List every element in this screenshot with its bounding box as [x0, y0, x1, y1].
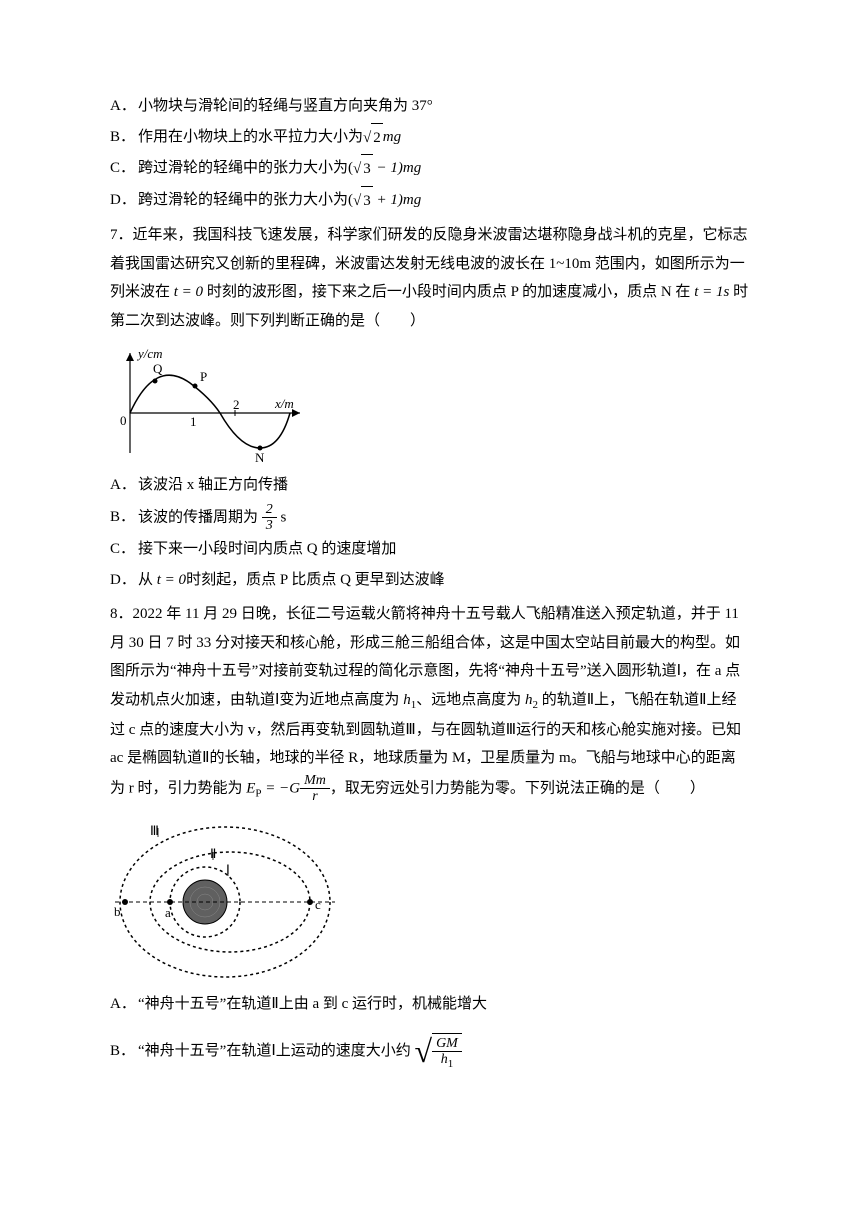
svg-text:2: 2 [233, 397, 240, 412]
svg-text:c: c [315, 897, 321, 912]
q6-option-a: A．小物块与滑轮间的轻绳与竖直方向夹角为 37° [110, 92, 750, 121]
option-text: 接下来一小段时间内质点 Q 的速度增加 [138, 541, 396, 557]
option-text: 小物块与滑轮间的轻绳与竖直方向夹角为 37° [138, 98, 433, 114]
option-label: A． [110, 92, 138, 121]
math-text: mg [403, 192, 421, 208]
option-text: 时刻起，质点 P 比质点 Q 更早到达波峰 [186, 572, 445, 588]
option-label: C． [110, 535, 138, 564]
option-label: C． [110, 154, 138, 183]
svg-text:1: 1 [190, 414, 197, 429]
q8-body: 8．2022 年 11 月 29 日晚，长征二号运载火箭将神舟十五号载人飞船精准… [110, 600, 750, 804]
q7-option-b: B．该波的传播周期为 23 s [110, 502, 750, 534]
svg-text:N: N [255, 450, 265, 463]
math-text: mg [383, 129, 401, 145]
option-label: A． [110, 990, 138, 1019]
q7-option-c: C．接下来一小段时间内质点 Q 的速度增加 [110, 535, 750, 564]
svg-text:0: 0 [120, 413, 127, 428]
fraction: Mmr [300, 773, 330, 805]
q6-option-b: B．作用在小物块上的水平拉力大小为2mg [110, 123, 750, 153]
option-text: 作用在小物块上的水平拉力大小为 [138, 129, 363, 145]
q7d-t: t = 0 [157, 572, 186, 588]
option-text: 跨过滑轮的轻绳中的张力大小为( [138, 160, 353, 176]
q7-body: 7．近年来，我国科技飞速发展，科学家们研发的反隐身米波雷达堪称隐身战斗机的克星，… [110, 221, 750, 335]
sqrt-frac: √GMh1 [415, 1021, 462, 1082]
option-text: 该波的传播周期为 [138, 509, 258, 525]
q6-option-d: D．跨过滑轮的轻绳中的张力大小为(3 + 1)mg [110, 186, 750, 216]
option-label: D． [110, 566, 138, 595]
option-label: B． [110, 1037, 138, 1066]
option-text: 从 [138, 572, 157, 588]
svg-text:a: a [165, 905, 171, 920]
sqrt-icon: 2 [363, 123, 383, 153]
math-text: mg [403, 160, 421, 176]
sqrt-icon: 3 [353, 186, 373, 216]
q8-text4: ，取无穷远处引力势能为零。下列说法正确的是（ ） [330, 780, 705, 796]
q8-orbit-figure: a b c Ⅰ Ⅱ Ⅲ [110, 812, 750, 982]
q8-option-b: B．“神舟十五号”在轨道Ⅰ上运动的速度大小约 √GMh1 [110, 1021, 750, 1082]
q8-text2: 、远地点高度为 [416, 692, 525, 708]
option-text: “神舟十五号”在轨道Ⅱ上由 a 到 c 运行时，机械能增大 [138, 996, 487, 1012]
option-label: B． [110, 123, 138, 152]
svg-text:b: b [114, 904, 121, 919]
q7-text2: 时刻的波形图，接下来之后一小段时间内质点 P 的加速度减小，质点 N 在 [203, 284, 694, 300]
option-text: 跨过滑轮的轻绳中的张力大小为( [138, 192, 353, 208]
q6-option-c: C．跨过滑轮的轻绳中的张力大小为(3 − 1)mg [110, 154, 750, 184]
svg-text:x/m: x/m [274, 396, 294, 411]
q7-wave-figure: Q P N y/cm x/m 0 1 2 [110, 343, 750, 463]
option-label: D． [110, 186, 138, 215]
q7-option-a: A．该波沿 x 轴正方向传播 [110, 471, 750, 500]
unit: s [281, 509, 287, 525]
h1: h [403, 692, 411, 708]
option-text: “神舟十五号”在轨道Ⅰ上运动的速度大小约 [138, 1043, 411, 1059]
svg-text:P: P [200, 369, 207, 384]
fraction: 23 [262, 502, 277, 534]
q7-t0: t = 0 [174, 284, 203, 300]
option-text: 该波沿 x 轴正方向传播 [138, 477, 288, 493]
q7-option-d: D．从 t = 0时刻起，质点 P 比质点 Q 更早到达波峰 [110, 566, 750, 595]
q7-t1: t = 1s [694, 284, 729, 300]
svg-text:Q: Q [153, 361, 163, 376]
sqrt-icon: 3 [353, 154, 373, 184]
option-label: B． [110, 503, 138, 532]
svg-text:y/cm: y/cm [136, 346, 163, 361]
q8-option-a: A．“神舟十五号”在轨道Ⅱ上由 a 到 c 运行时，机械能增大 [110, 990, 750, 1019]
option-label: A． [110, 471, 138, 500]
